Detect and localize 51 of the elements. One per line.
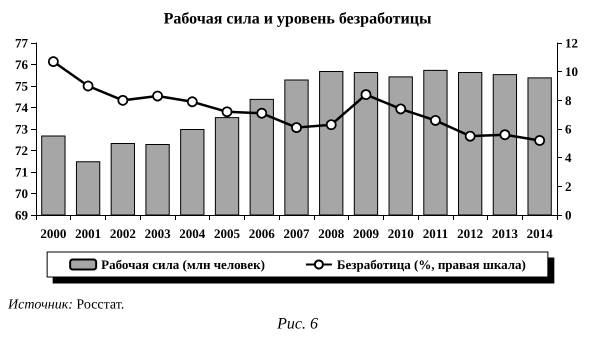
y2-tick-label: 10 xyxy=(565,64,578,80)
point xyxy=(326,119,337,130)
x-tick-label: 2008 xyxy=(318,226,345,241)
x-tick-label: 2003 xyxy=(144,226,172,241)
x-tick-label: 2011 xyxy=(422,226,448,241)
y-tick-label: 75 xyxy=(15,78,28,94)
point xyxy=(48,56,59,68)
y-tick-label: 69 xyxy=(15,208,28,222)
x-tick-label: 2002 xyxy=(110,226,136,241)
x-tick-label: 2014 xyxy=(526,226,554,241)
y-tick-label: 71 xyxy=(15,164,28,180)
y2-tick-label: 6 xyxy=(565,122,572,136)
y2-tick-label: 8 xyxy=(565,92,572,108)
x-tick-label: 2010 xyxy=(388,226,414,241)
y2-tick-label: 12 xyxy=(565,36,578,50)
point xyxy=(186,96,198,108)
x-tick-label: 2013 xyxy=(492,226,518,241)
legend-label: Рабочая сила (млн человек) xyxy=(101,257,265,272)
chart-title: Рабочая сила и уровень безработицы xyxy=(164,10,432,28)
point xyxy=(222,106,232,118)
y-tick-label: 74 xyxy=(15,100,28,115)
y-tick-label: 70 xyxy=(15,186,28,201)
point xyxy=(500,129,510,140)
x-tick-label: 2007 xyxy=(284,226,310,241)
point xyxy=(395,104,406,114)
x-tick-label: 2012 xyxy=(457,226,484,241)
y-tick-label: 77 xyxy=(15,36,28,50)
text: Источник: Росстат. xyxy=(7,298,124,312)
x-tick-label: 2005 xyxy=(214,226,241,241)
y2-tick-label: 2 xyxy=(565,178,572,194)
y-tick-label: 72 xyxy=(15,143,28,158)
x-tick-label: 2001 xyxy=(75,226,102,241)
point xyxy=(152,90,163,102)
y2-tick-label: 4 xyxy=(565,150,572,166)
point xyxy=(291,122,302,133)
point xyxy=(360,89,372,100)
x-tick-label: 2004 xyxy=(179,226,206,241)
text: Рис. 6 xyxy=(276,316,318,332)
y2-tick-label: 0 xyxy=(565,208,572,222)
point xyxy=(256,108,268,119)
point xyxy=(534,135,546,146)
point xyxy=(430,115,441,126)
x-tick-label: 2009 xyxy=(352,226,380,241)
y-tick-label: 73 xyxy=(15,122,28,136)
x-tick-label: 2000 xyxy=(40,226,66,241)
y-tick-label: 76 xyxy=(15,57,28,72)
point xyxy=(82,80,94,92)
point xyxy=(117,94,128,106)
point xyxy=(464,130,476,142)
x-tick-label: 2006 xyxy=(248,226,276,241)
legend-label: Безработица (%, правая шкала) xyxy=(336,257,526,272)
